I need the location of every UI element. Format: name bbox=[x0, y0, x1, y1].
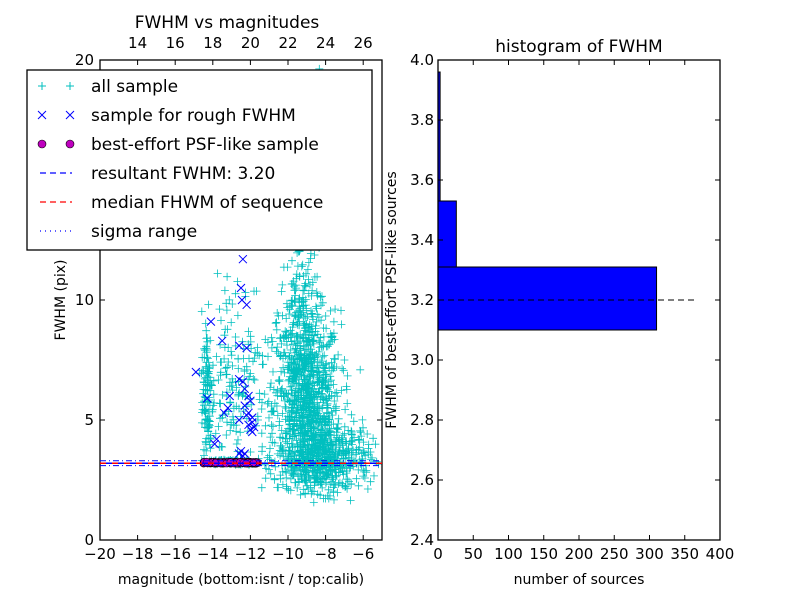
top-tick-label: 14 bbox=[128, 34, 147, 52]
rough-fwhm-point bbox=[244, 420, 253, 430]
histogram-panel: 0 50 100 150 200 250 300 350 400 2.4 2.6 2.8 3.0 3.2 3… bbox=[384, 37, 734, 588]
y-tick-label: 2.4 bbox=[410, 531, 434, 549]
scatter-ylabel: FWHM (pix) bbox=[53, 260, 69, 341]
legend-label: best-effort PSF-like sample bbox=[91, 135, 319, 155]
histogram-title: histogram of FWHM bbox=[495, 37, 662, 57]
legend-item: resultant FWHM: 3.20 bbox=[40, 164, 275, 184]
rough-fwhm-point bbox=[225, 391, 235, 401]
rough-fwhm-point bbox=[234, 415, 244, 425]
rough-fwhm-point bbox=[236, 283, 246, 293]
legend-item: sample for rough FWHM bbox=[37, 106, 296, 126]
x-tick-label: 250 bbox=[600, 545, 629, 563]
rough-fwhm-point bbox=[242, 300, 251, 310]
rough-fwhm-point bbox=[246, 396, 255, 406]
y-tick-label: 3.8 bbox=[410, 111, 434, 129]
psf-like-point bbox=[202, 458, 211, 466]
rough-fwhm-point bbox=[247, 418, 257, 427]
x-tick-label: −14 bbox=[197, 545, 229, 563]
x-tick-label: −12 bbox=[235, 545, 267, 563]
rough-fwhm-point bbox=[249, 422, 259, 432]
x-tick-label: −6 bbox=[352, 545, 374, 563]
x-tick-label: 300 bbox=[635, 545, 664, 563]
legend-label: sigma range bbox=[91, 222, 197, 242]
rough-fwhm-point bbox=[223, 403, 233, 413]
rough-fwhm-point bbox=[240, 401, 250, 410]
histogram-bar bbox=[438, 200, 457, 268]
x-tick-label: 200 bbox=[565, 545, 594, 563]
rough-fwhm-point bbox=[244, 391, 253, 401]
legend-box bbox=[26, 69, 373, 251]
histogram-bar bbox=[438, 71, 441, 202]
x-tick-label: 0 bbox=[433, 545, 443, 563]
rough-fwhm-point bbox=[191, 367, 201, 377]
top-tick-label: 16 bbox=[166, 34, 185, 52]
y-tick-label: 3.6 bbox=[410, 171, 434, 189]
legend-item: median FHWM of sequence bbox=[40, 193, 323, 213]
legend-item: sigma range bbox=[40, 222, 197, 242]
rough-fwhm-point bbox=[206, 317, 216, 326]
histogram-ylabel: FWHM of best-effort PSF-like sources bbox=[384, 171, 400, 428]
x-tick-label: −16 bbox=[159, 545, 191, 563]
y-tick-label: 3.0 bbox=[410, 351, 434, 369]
x-tick-label: 350 bbox=[670, 545, 699, 563]
rough-fwhm-point bbox=[242, 410, 251, 420]
x-tick-label: 100 bbox=[494, 545, 523, 563]
x-tick-label: 50 bbox=[464, 545, 483, 563]
histogram-bars bbox=[438, 71, 658, 331]
scatter-xlabel: magnitude (bottom:isnt / top:calib) bbox=[118, 572, 364, 588]
legend-marker-icon bbox=[38, 82, 74, 90]
y-tick-label: 2.6 bbox=[410, 471, 434, 489]
rough-fwhm-point bbox=[238, 254, 248, 264]
top-tick-label: 24 bbox=[316, 34, 335, 52]
legend-label: median FHWM of sequence bbox=[91, 193, 323, 213]
legend-label: all sample bbox=[91, 77, 178, 97]
rough-fwhm-point bbox=[219, 408, 229, 418]
legend-item: best-effort PSF-like sample bbox=[37, 135, 319, 155]
reference-lines-front bbox=[100, 460, 382, 467]
x-tick-label: −18 bbox=[122, 545, 154, 563]
y-tick-label: 2.8 bbox=[410, 411, 434, 429]
psf-like-point bbox=[226, 458, 235, 466]
legend-marker-icon bbox=[37, 110, 75, 120]
rough-fwhm-point bbox=[240, 384, 250, 394]
rough-fwhm-point bbox=[217, 336, 227, 346]
top-tick-label: 18 bbox=[203, 34, 222, 52]
rough-fwhm-point bbox=[234, 341, 244, 350]
scatter-ticks: −20 −18 −16 −14 −12 −10 −8 −6 14 16 18 20 22 24 26 0 5 10… bbox=[75, 34, 382, 563]
rough-fwhm-point bbox=[238, 377, 248, 386]
legend-label: sample for rough FWHM bbox=[91, 106, 296, 126]
rough-fwhm-point bbox=[212, 434, 221, 444]
legend-label: resultant FWHM: 3.20 bbox=[91, 164, 275, 184]
top-tick-label: 26 bbox=[354, 34, 373, 52]
x-tick-label: −10 bbox=[272, 545, 304, 563]
histogram-xlabel: number of sources bbox=[514, 572, 645, 588]
rough-fwhm-point bbox=[202, 394, 212, 403]
top-tick-label: 22 bbox=[278, 34, 297, 52]
x-tick-label: −20 bbox=[84, 545, 116, 563]
y-tick-label: 5 bbox=[84, 411, 94, 429]
rough-fwhm-points bbox=[191, 254, 259, 461]
y-tick-label: 3.4 bbox=[410, 231, 434, 249]
legend-marker-icon bbox=[37, 139, 75, 149]
rough-fwhm-point bbox=[210, 439, 220, 449]
x-tick-label: 400 bbox=[706, 545, 735, 563]
legend-item: all sample bbox=[38, 77, 178, 97]
rough-fwhm-point bbox=[234, 374, 244, 384]
scatter-panel: −20 −18 −16 −14 −12 −10 −8 −6 14 16 18 20 22 24 26 0 5 10… bbox=[26, 13, 383, 588]
histogram-ticks: 0 50 100 150 200 250 300 350 400 2.4 2.6 2.8 3.0 3.2 3… bbox=[410, 51, 734, 563]
rough-fwhm-point bbox=[242, 343, 251, 353]
x-tick-label: 150 bbox=[529, 545, 558, 563]
y-tick-label: 20 bbox=[75, 51, 94, 69]
y-tick-label: 3.2 bbox=[410, 291, 434, 309]
histogram-bar bbox=[438, 266, 658, 331]
scatter-title: FWHM vs magnitudes bbox=[135, 13, 320, 33]
y-tick-label: 0 bbox=[84, 531, 94, 549]
y-tick-label: 4.0 bbox=[410, 51, 434, 69]
rough-fwhm-point bbox=[246, 425, 255, 434]
x-tick-label: −8 bbox=[315, 545, 337, 563]
y-tick-label: 10 bbox=[75, 291, 94, 309]
legend: all sample sample for rough FWHM best-effo… bbox=[26, 69, 373, 251]
top-tick-label: 20 bbox=[241, 34, 260, 52]
